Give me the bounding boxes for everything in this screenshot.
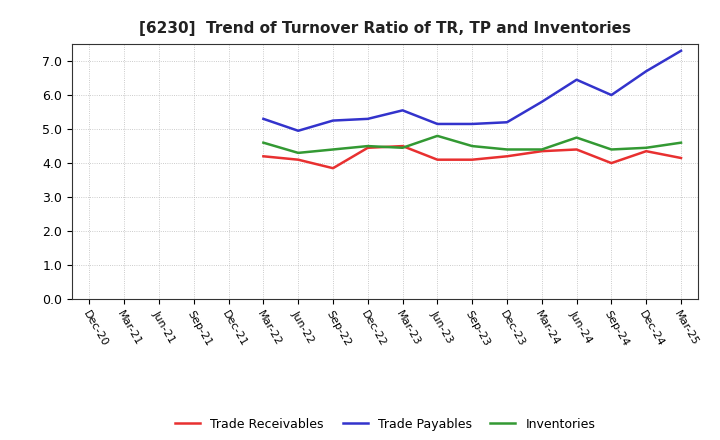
Trade Receivables bbox=[677, 155, 685, 161]
Trade Payables bbox=[503, 120, 511, 125]
Inventories bbox=[328, 147, 337, 152]
Trade Payables bbox=[328, 118, 337, 123]
Legend: Trade Receivables, Trade Payables, Inventories: Trade Receivables, Trade Payables, Inven… bbox=[170, 413, 600, 436]
Trade Payables bbox=[677, 48, 685, 53]
Line: Inventories: Inventories bbox=[264, 136, 681, 153]
Inventories bbox=[572, 135, 581, 140]
Line: Trade Receivables: Trade Receivables bbox=[264, 146, 681, 168]
Inventories bbox=[468, 143, 477, 149]
Trade Payables bbox=[642, 69, 651, 74]
Trade Receivables bbox=[572, 147, 581, 152]
Trade Payables bbox=[468, 121, 477, 127]
Title: [6230]  Trend of Turnover Ratio of TR, TP and Inventories: [6230] Trend of Turnover Ratio of TR, TP… bbox=[139, 21, 631, 36]
Inventories bbox=[677, 140, 685, 145]
Trade Payables bbox=[572, 77, 581, 82]
Inventories bbox=[537, 147, 546, 152]
Trade Receivables bbox=[364, 145, 372, 150]
Inventories bbox=[433, 133, 442, 139]
Trade Receivables bbox=[642, 149, 651, 154]
Trade Payables bbox=[537, 99, 546, 104]
Inventories bbox=[294, 150, 302, 155]
Trade Payables bbox=[259, 116, 268, 121]
Trade Payables bbox=[607, 92, 616, 98]
Inventories bbox=[259, 140, 268, 145]
Line: Trade Payables: Trade Payables bbox=[264, 51, 681, 131]
Inventories bbox=[642, 145, 651, 150]
Trade Receivables bbox=[537, 149, 546, 154]
Trade Receivables bbox=[398, 143, 407, 149]
Trade Receivables bbox=[294, 157, 302, 162]
Inventories bbox=[607, 147, 616, 152]
Trade Receivables bbox=[607, 161, 616, 166]
Trade Payables bbox=[364, 116, 372, 121]
Trade Payables bbox=[398, 108, 407, 113]
Trade Receivables bbox=[503, 154, 511, 159]
Trade Receivables bbox=[468, 157, 477, 162]
Inventories bbox=[398, 145, 407, 150]
Inventories bbox=[503, 147, 511, 152]
Trade Receivables bbox=[328, 165, 337, 171]
Trade Payables bbox=[294, 128, 302, 133]
Inventories bbox=[364, 143, 372, 149]
Trade Payables bbox=[433, 121, 442, 127]
Trade Receivables bbox=[433, 157, 442, 162]
Trade Receivables bbox=[259, 154, 268, 159]
